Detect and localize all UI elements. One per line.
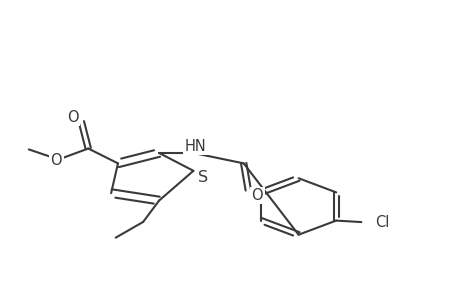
- Text: O: O: [251, 188, 263, 203]
- Text: Cl: Cl: [374, 214, 389, 230]
- Text: S: S: [198, 170, 208, 185]
- Text: HN: HN: [185, 139, 206, 154]
- Text: O: O: [67, 110, 79, 125]
- Text: O: O: [50, 154, 62, 169]
